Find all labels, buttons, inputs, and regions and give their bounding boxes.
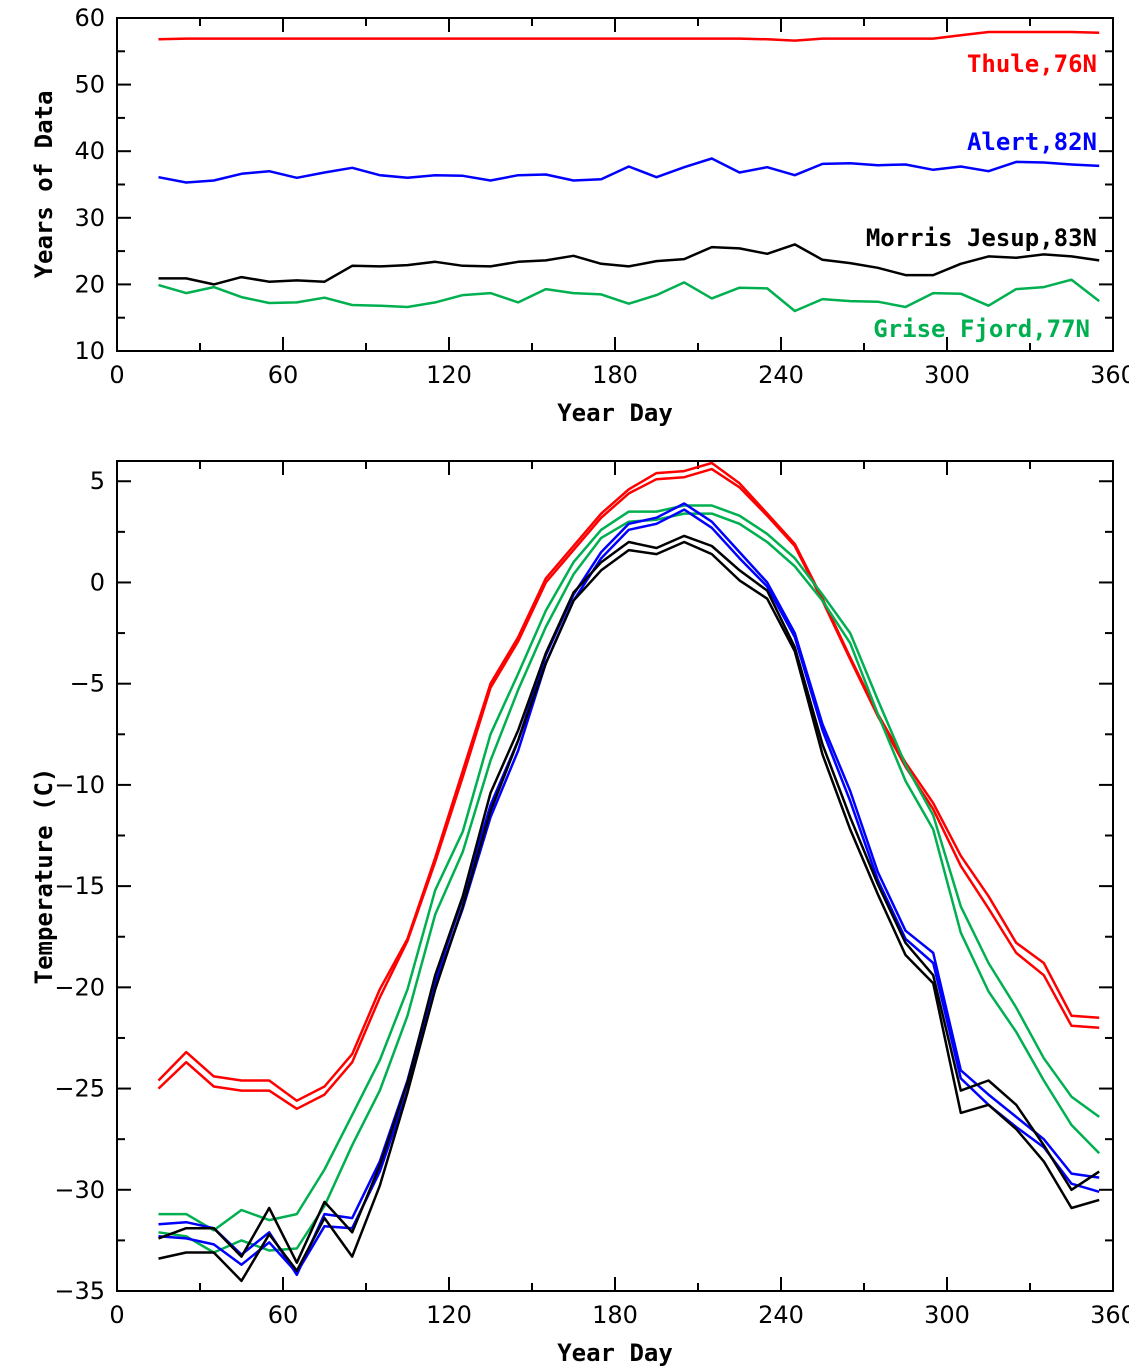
x-tick-label: 60	[268, 361, 299, 389]
y-axis-title: Years of Data	[30, 91, 58, 279]
x-tick-label: 300	[924, 1301, 970, 1329]
y-tick-label: 50	[74, 71, 105, 99]
y-tick-label: −30	[54, 1176, 105, 1204]
x-tick-label: 60	[268, 1301, 299, 1329]
y-tick-label: 40	[74, 137, 105, 165]
x-tick-label: 180	[592, 361, 638, 389]
y-tick-label: −20	[54, 973, 105, 1001]
station-label-alert: Alert,82N	[967, 128, 1097, 156]
station-label-morris-jesup: Morris Jesup,83N	[866, 224, 1097, 252]
y-tick-label: −35	[54, 1277, 105, 1305]
series-line-alert	[158, 157, 1100, 184]
x-tick-label: 240	[758, 1301, 804, 1329]
x-tick-label: 360	[1090, 1301, 1129, 1329]
station-label-thule: Thule,76N	[967, 50, 1097, 78]
x-tick-label: 240	[758, 361, 804, 389]
station-label-grise-fjord: Grise Fjord,77N	[873, 315, 1090, 343]
y-tick-label: 10	[74, 337, 105, 365]
series-line-morris-jesup	[158, 243, 1100, 286]
y-tick-label: 0	[90, 568, 105, 596]
x-tick-label: 0	[109, 361, 124, 389]
x-tick-label: 120	[426, 361, 472, 389]
series-line-thule	[157, 467, 1100, 1111]
y-tick-label: −25	[54, 1075, 105, 1103]
x-tick-label: 120	[426, 1301, 472, 1329]
series-line-grise-fjord	[158, 504, 1100, 1232]
years-of-data-plot: 0 60 120 180 240 300 360 10 20 30 40 50 60 Year Day Ye…	[30, 4, 1129, 427]
y-tick-label: −5	[70, 670, 105, 698]
series-line-morris-jesup	[158, 534, 1100, 1264]
x-tick-label: 180	[592, 1301, 638, 1329]
series-line-morris-jesup	[158, 540, 1100, 1283]
series-line-alert	[158, 508, 1100, 1275]
y-tick-label: −10	[54, 771, 105, 799]
x-tick-label: 0	[109, 1301, 124, 1329]
plot-frame	[116, 17, 1114, 352]
x-axis-title: Year Day	[557, 1339, 673, 1367]
x-axis-title: Year Day	[557, 399, 673, 427]
y-axis-title: Temperature (C)	[30, 768, 58, 985]
y-tick-label: 60	[74, 4, 105, 32]
series-line-thule	[157, 461, 1100, 1102]
y-tick-label: −15	[54, 872, 105, 900]
series-line-grise-fjord	[158, 278, 1100, 313]
y-tick-label: 20	[74, 270, 105, 298]
x-tick-label: 360	[1090, 361, 1129, 389]
y-tick-label: 5	[90, 467, 105, 495]
series-line-alert	[158, 502, 1100, 1277]
temperature-plot: 0 60 120 180 240 300 360 −35 −30 −25 −20 −15 −10 −5 0 5…	[30, 460, 1129, 1367]
series-line-grise-fjord	[158, 512, 1101, 1254]
y-tick-label: 30	[74, 204, 105, 232]
x-tick-label: 300	[924, 361, 970, 389]
series-line-thule	[158, 30, 1100, 42]
plot-frame	[116, 460, 1114, 1292]
